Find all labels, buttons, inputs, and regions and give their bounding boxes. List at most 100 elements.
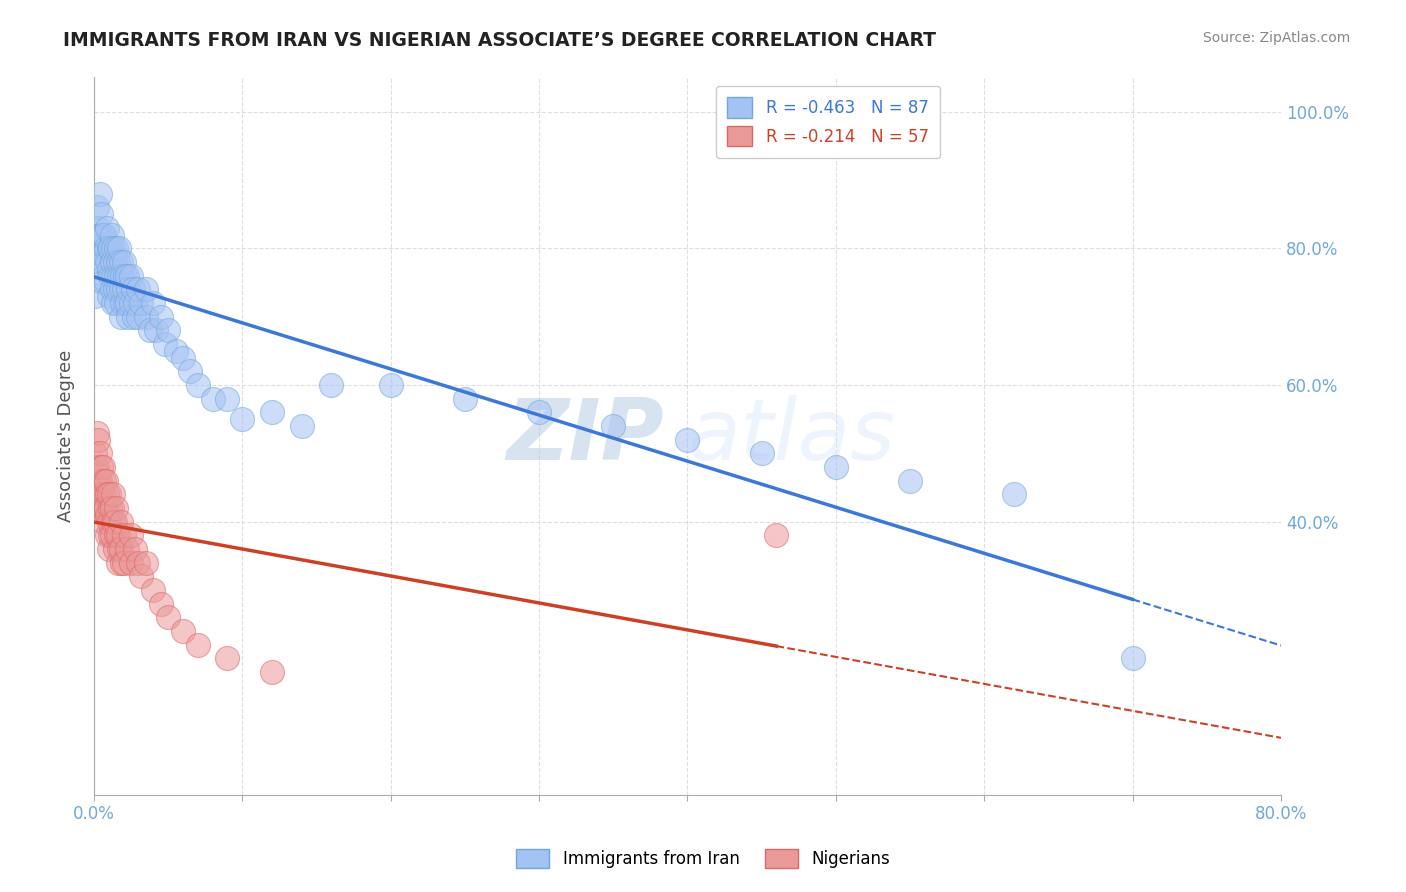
Point [149,310,172,324]
Point [107,282,129,296]
Point [98,501,121,516]
Point [96,220,118,235]
Point [321,378,343,392]
Point [103,515,125,529]
Point [122,310,145,324]
Point [97,261,120,276]
Point [89,186,111,201]
Point [110,515,132,529]
Point [100,255,122,269]
Point [90,501,112,516]
Point [87,433,110,447]
Point [824,460,846,475]
Point [89,227,111,242]
Point [98,268,121,283]
Point [108,241,131,255]
Point [115,296,138,310]
Point [112,282,135,296]
Point [107,556,129,570]
Point [86,200,108,214]
Point [104,541,127,556]
Point [103,241,125,255]
Text: ZIP: ZIP [506,395,664,478]
Point [91,515,114,529]
Point [107,528,129,542]
Point [602,419,624,434]
Point [172,624,194,638]
Point [108,541,131,556]
Point [94,241,117,255]
Point [1002,487,1025,501]
Point [115,268,138,283]
Point [153,337,176,351]
Point [676,433,699,447]
Point [111,556,134,570]
Point [142,582,165,597]
Point [97,541,120,556]
Point [91,487,114,501]
Point [187,638,209,652]
Y-axis label: Associate's Degree: Associate's Degree [58,351,75,523]
Point [103,296,125,310]
Point [142,296,165,310]
Point [100,528,122,542]
Point [103,268,125,283]
Point [91,248,114,262]
Point [107,255,129,269]
Point [96,508,118,522]
Point [527,405,550,419]
Point [114,268,136,283]
Point [93,474,115,488]
Legend: R = -0.463   N = 87, R = -0.214   N = 57: R = -0.463 N = 87, R = -0.214 N = 57 [716,86,941,158]
Point [201,392,224,406]
Point [90,255,112,269]
Point [91,460,114,475]
Point [110,282,132,296]
Point [84,446,107,460]
Point [94,474,117,488]
Point [127,282,149,296]
Point [135,282,157,296]
Point [97,241,120,255]
Point [96,487,118,501]
Point [157,610,180,624]
Point [98,241,121,255]
Point [217,392,239,406]
Point [94,501,117,516]
Text: IMMIGRANTS FROM IRAN VS NIGERIAN ASSOCIATE’S DEGREE CORRELATION CHART: IMMIGRANTS FROM IRAN VS NIGERIAN ASSOCIA… [63,31,936,50]
Point [380,378,402,392]
Point [93,255,115,269]
Point [112,255,135,269]
Point [105,268,128,283]
Point [115,541,138,556]
Text: atlas: atlas [688,395,896,478]
Point [105,296,128,310]
Point [89,474,111,488]
Point [104,515,127,529]
Point [105,501,128,516]
Point [103,487,125,501]
Point [105,241,128,255]
Point [87,467,110,481]
Point [90,481,112,495]
Point [135,310,157,324]
Point [114,296,136,310]
Point [131,569,153,583]
Point [124,541,146,556]
Point [100,501,122,516]
Point [179,364,201,378]
Point [87,241,110,255]
Point [97,515,120,529]
Point [111,268,134,283]
Point [117,310,139,324]
Point [1122,651,1144,665]
Point [172,351,194,365]
Text: Source: ZipAtlas.com: Source: ZipAtlas.com [1202,31,1350,45]
Point [127,310,149,324]
Point [120,556,142,570]
Point [291,419,314,434]
Point [149,597,172,611]
Point [91,276,114,290]
Point [93,501,115,516]
Point [751,446,773,460]
